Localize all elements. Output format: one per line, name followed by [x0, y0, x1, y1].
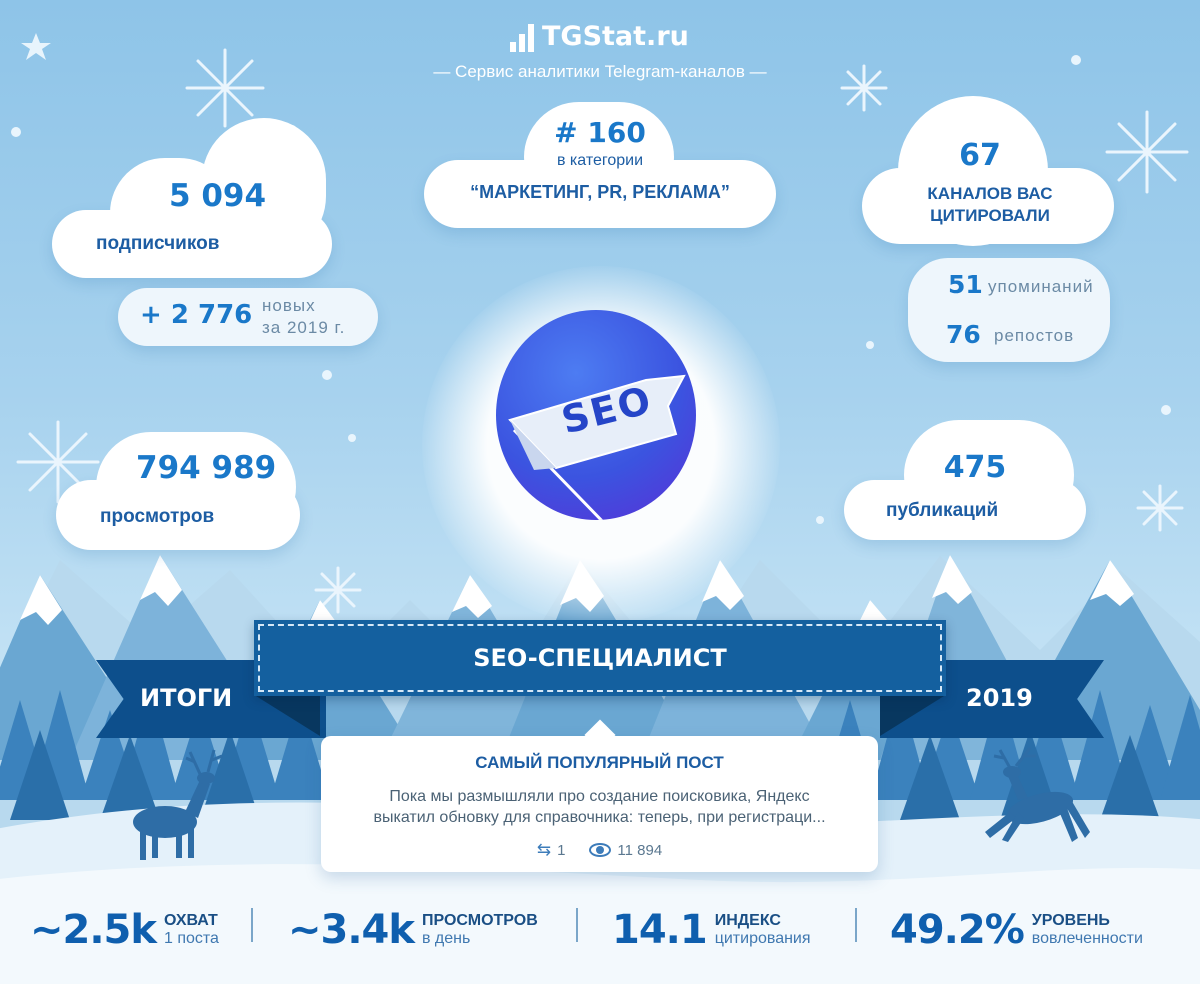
eye-icon — [589, 843, 612, 857]
post-meta: ⇆ 1 11 894 — [321, 840, 878, 860]
stat-reach: ~2.5k ОХВАТ 1 поста — [30, 900, 219, 960]
channel-avatar[interactable]: SEO — [496, 310, 696, 520]
citations-label-2: ЦИТИРОВАЛИ — [930, 206, 1050, 225]
deer-icon — [133, 749, 223, 860]
stat-sub: цитирования — [714, 930, 811, 947]
mentions-value: 51 — [948, 270, 983, 299]
subscribers-cloud — [52, 118, 332, 278]
views-cloud — [56, 432, 300, 550]
stat-value: 14.1 — [612, 907, 708, 953]
seo-flag-icon — [508, 374, 686, 520]
stat-value: 49.2% — [890, 907, 1025, 953]
stat-value: ~2.5k — [30, 907, 157, 953]
growth-label-2: за 2019 г. — [262, 318, 346, 337]
divider — [576, 908, 578, 942]
stat-title: ИНДЕКС — [714, 912, 781, 929]
growth-value: + 2 776 — [140, 300, 253, 330]
brand-header: TGStat.ru — [0, 18, 1200, 58]
reposts-value: 76 — [946, 320, 981, 349]
mentions-cloud — [908, 258, 1110, 362]
popular-post-card[interactable]: САМЫЙ ПОПУЛЯРНЫЙ ПОСТ Пока мы размышляли… — [321, 719, 878, 872]
growth-pill — [118, 288, 378, 346]
popular-post-text-2: выкатил обновку для справочника: теперь,… — [373, 809, 826, 826]
rank-category: “МАРКЕТИНГ, PR, РЕКЛАМА” — [470, 182, 730, 202]
brand-logo[interactable]: TGStat.ru — [510, 18, 689, 52]
stat-daily-views: ~3.4k ПРОСМОТРОВ в день — [288, 900, 538, 960]
post-views: 11 894 — [617, 841, 663, 859]
growth-label-1: новых — [262, 296, 316, 315]
stat-value: ~3.4k — [288, 907, 415, 953]
brand-tagline: — Сервис аналитики Telegram-каналов — — [433, 62, 767, 81]
stat-title: УРОВЕНЬ — [1031, 912, 1110, 929]
stat-title: ОХВАТ — [163, 912, 218, 929]
subscribers-value: 5 094 — [168, 178, 267, 214]
popular-post-heading: САМЫЙ ПОПУЛЯРНЫЙ ПОСТ — [475, 753, 724, 772]
rank-value: # 160 — [554, 116, 646, 149]
divider — [855, 908, 857, 942]
publications-value: 475 — [943, 450, 1007, 485]
banner-center — [254, 620, 946, 696]
views-label: просмотров — [100, 506, 215, 527]
popular-post-text-1: Пока мы размышляли про создание поискови… — [389, 788, 810, 805]
reposts-label: репостов — [994, 326, 1075, 345]
citations-label-1: КАНАЛОВ ВАС — [927, 184, 1053, 203]
snowflake-icon — [16, 48, 1189, 614]
citations-value: 67 — [959, 138, 1001, 173]
bar-chart-icon — [510, 24, 534, 52]
stat-sub: 1 поста — [163, 930, 219, 947]
brand-name: TGStat.ru — [542, 21, 689, 52]
divider — [251, 908, 253, 942]
rank-prefix: в категории — [556, 152, 644, 169]
stat-engagement: 49.2% УРОВЕНЬ вовлеченности — [890, 900, 1143, 960]
banner-title: SEO-СПЕЦИАЛИСТ — [473, 644, 727, 672]
repost-icon: ⇆ — [536, 840, 552, 859]
rank-cloud — [424, 102, 776, 228]
views-value: 794 989 — [136, 450, 277, 486]
banner-left-text: ИТОГИ — [140, 684, 233, 712]
star-icon — [21, 33, 51, 60]
stat-sub: в день — [421, 930, 471, 947]
publications-label: публикаций — [886, 500, 999, 521]
subscribers-label: подписчиков — [96, 233, 220, 254]
stat-title: ПРОСМОТРОВ — [421, 912, 538, 929]
post-reposts: 1 — [557, 841, 566, 859]
stat-citation-index: 14.1 ИНДЕКС цитирования — [612, 900, 811, 960]
publications-cloud — [844, 420, 1086, 540]
mentions-label: упоминаний — [988, 277, 1094, 296]
banner-year: 2019 — [966, 684, 1033, 712]
citations-cloud — [862, 96, 1114, 246]
deer-icon — [985, 747, 1090, 842]
stat-sub: вовлеченности — [1031, 930, 1143, 947]
